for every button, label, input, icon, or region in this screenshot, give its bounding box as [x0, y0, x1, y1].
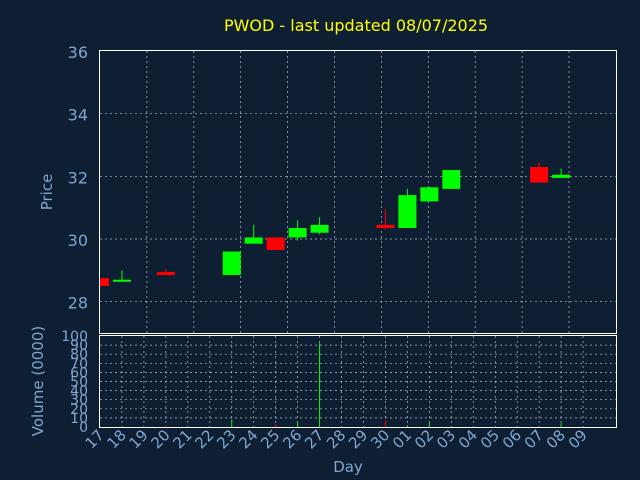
volume-y-tick-label: 50: [70, 375, 88, 391]
volume-bars: [99, 343, 562, 427]
volume-axis-label: Volume (0000): [29, 326, 47, 436]
volume-y-tick-label: 40: [70, 384, 88, 400]
candle-body: [222, 251, 241, 276]
price-panel-frame: [99, 50, 617, 334]
volume-y-tick-label: 0: [79, 420, 88, 436]
volume-y-tick-label: 60: [70, 365, 88, 381]
chart-title: PWOD - last updated 08/07/2025: [224, 16, 488, 35]
candle-body: [442, 170, 461, 189]
price-grid: [100, 51, 616, 333]
volume-panel-frame: [99, 335, 617, 428]
candle-body: [112, 279, 131, 282]
price-candles: [99, 162, 571, 288]
candle-body: [288, 228, 307, 238]
price-y-tick-label: 28: [68, 294, 88, 313]
candle-body: [156, 271, 175, 276]
price-y-ticks: 28 30 32 34 36: [68, 43, 88, 313]
volume-y-tick-label: 20: [70, 402, 88, 418]
candle-body: [530, 166, 549, 183]
candle-body: [100, 278, 109, 286]
volume-y-tick-label: 30: [70, 393, 88, 409]
x-axis-label: Day: [333, 458, 363, 476]
candle-body: [244, 237, 263, 244]
candle-body: [420, 187, 439, 202]
candle-body: [398, 195, 417, 229]
volume-y-tick-label: 80: [70, 347, 88, 363]
candle-body: [552, 174, 571, 178]
candle-body: [266, 237, 285, 250]
volume-y-tick-label: 100: [61, 329, 88, 345]
price-y-tick-label: 36: [68, 43, 88, 62]
x-ticks: 1718192021222324252627282930010203040506…: [82, 426, 591, 452]
price-y-tick-label: 32: [68, 168, 88, 187]
candle-body: [310, 224, 329, 233]
candle-body: [376, 224, 395, 229]
volume-y-tick-label: 90: [70, 338, 88, 354]
volume-y-tick-label: 10: [70, 411, 88, 427]
volume-y-tick-label: 70: [70, 356, 88, 372]
price-y-tick-label: 30: [68, 231, 88, 250]
price-y-tick-label: 34: [68, 106, 88, 125]
price-axis-label: Price: [38, 174, 56, 211]
